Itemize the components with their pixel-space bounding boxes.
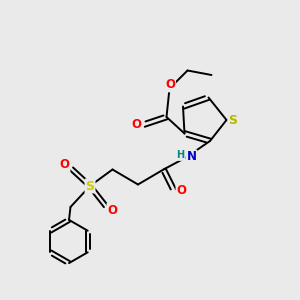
Text: H: H [176,150,185,160]
Text: S: S [229,113,238,127]
Text: N: N [186,150,197,164]
Text: O: O [165,78,175,92]
Text: O: O [131,118,142,131]
Text: O: O [59,158,70,172]
Text: S: S [85,179,94,193]
Text: O: O [176,184,187,197]
Text: O: O [107,203,118,217]
